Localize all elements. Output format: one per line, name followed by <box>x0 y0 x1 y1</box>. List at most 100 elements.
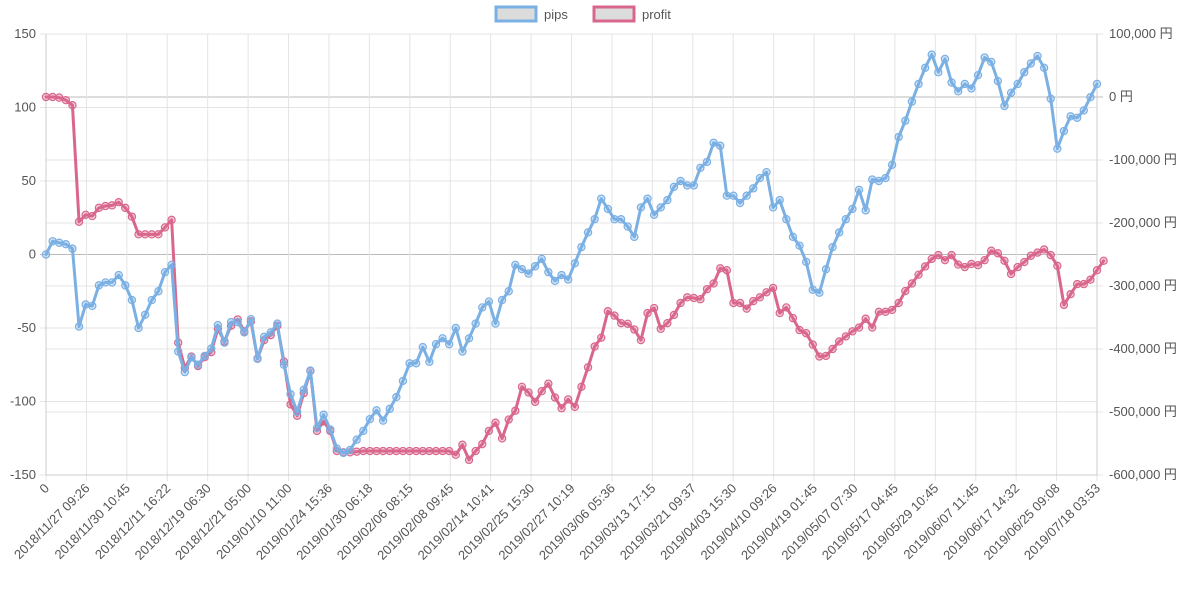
data-point-profit[interactable] <box>471 446 480 456</box>
data-point-profit[interactable] <box>907 279 917 288</box>
data-point-pips[interactable] <box>233 317 242 327</box>
legend-label-profit[interactable]: profit <box>642 7 671 22</box>
data-point-profit[interactable] <box>160 223 170 232</box>
data-point-profit[interactable] <box>676 298 685 308</box>
legend[interactable]: pips profit <box>494 5 671 23</box>
data-point-profit[interactable] <box>583 363 593 372</box>
data-point-profit[interactable] <box>167 215 176 225</box>
data-point-profit[interactable] <box>914 270 923 279</box>
data-point-pips[interactable] <box>742 191 751 200</box>
data-point-pips[interactable] <box>385 404 394 414</box>
data-point-pips[interactable] <box>868 175 877 184</box>
data-point-pips[interactable] <box>220 338 229 347</box>
data-point-pips[interactable] <box>570 259 580 268</box>
data-point-pips[interactable] <box>768 203 778 212</box>
data-point-pips[interactable] <box>1072 113 1082 122</box>
data-point-pips[interactable] <box>749 184 758 193</box>
data-point-profit[interactable] <box>577 382 586 391</box>
data-point-pips[interactable] <box>445 339 454 349</box>
data-point-profit[interactable] <box>749 296 758 306</box>
data-point-pips[interactable] <box>848 204 857 214</box>
data-point-pips[interactable] <box>200 351 209 361</box>
data-point-profit[interactable] <box>445 446 454 456</box>
data-point-pips[interactable] <box>147 295 156 305</box>
data-point-pips[interactable] <box>544 267 553 277</box>
data-point-pips[interactable] <box>649 210 659 220</box>
data-point-pips[interactable] <box>1086 93 1095 102</box>
data-point-profit[interactable] <box>993 249 1003 258</box>
data-point-pips[interactable] <box>808 285 817 294</box>
data-point-profit[interactable] <box>497 434 507 443</box>
data-point-profit[interactable] <box>868 323 877 332</box>
data-point-profit[interactable] <box>854 323 864 332</box>
data-point-pips[interactable] <box>517 265 527 274</box>
data-point-pips[interactable] <box>854 185 864 195</box>
data-point-profit[interactable] <box>590 342 599 351</box>
data-point-pips[interactable] <box>1079 106 1088 115</box>
data-point-pips[interactable] <box>1092 79 1102 89</box>
data-point-pips[interactable] <box>616 215 626 224</box>
data-point-pips[interactable] <box>431 339 441 349</box>
data-point-pips[interactable] <box>716 141 725 150</box>
data-point-pips[interactable] <box>259 332 269 342</box>
data-point-pips[interactable] <box>887 160 897 170</box>
data-point-pips[interactable] <box>74 322 84 331</box>
data-point-pips[interactable] <box>114 270 123 280</box>
data-point-profit[interactable] <box>81 210 90 220</box>
data-point-profit[interactable] <box>1020 257 1029 267</box>
data-point-profit[interactable] <box>980 255 989 265</box>
data-point-pips[interactable] <box>1020 68 1029 77</box>
data-point-pips[interactable] <box>597 194 606 203</box>
data-point-pips[interactable] <box>630 232 639 242</box>
data-point-pips[interactable] <box>88 301 97 311</box>
data-point-pips[interactable] <box>907 97 917 106</box>
data-point-pips[interactable] <box>530 262 540 271</box>
data-point-profit[interactable] <box>735 298 745 308</box>
data-point-pips[interactable] <box>292 407 302 416</box>
data-point-profit[interactable] <box>960 262 970 272</box>
data-point-pips[interactable] <box>306 366 315 375</box>
data-point-profit[interactable] <box>61 95 71 105</box>
data-point-pips[interactable] <box>339 448 348 458</box>
data-point-pips[interactable] <box>1059 126 1069 136</box>
data-point-profit[interactable] <box>610 311 619 320</box>
data-point-pips[interactable] <box>762 167 771 177</box>
data-point-pips[interactable] <box>663 195 672 205</box>
data-point-profit[interactable] <box>121 203 130 213</box>
data-point-pips[interactable] <box>352 435 361 444</box>
data-point-pips[interactable] <box>795 241 804 250</box>
data-point-profit[interactable] <box>934 250 943 260</box>
data-point-pips[interactable] <box>458 347 467 356</box>
data-point-profit[interactable] <box>841 332 851 341</box>
data-point-profit[interactable] <box>927 254 936 264</box>
data-point-pips[interactable] <box>987 57 996 67</box>
data-point-pips[interactable] <box>207 344 216 353</box>
data-point-pips[interactable] <box>94 281 104 290</box>
data-point-pips[interactable] <box>841 215 851 224</box>
data-point-profit[interactable] <box>154 230 163 239</box>
data-point-pips[interactable] <box>48 237 57 246</box>
data-point-pips[interactable] <box>187 353 196 362</box>
data-point-pips[interactable] <box>497 295 507 305</box>
data-point-pips[interactable] <box>253 354 262 364</box>
data-point-profit[interactable] <box>669 310 679 320</box>
data-point-pips[interactable] <box>583 228 593 237</box>
data-point-profit[interactable] <box>947 250 956 260</box>
data-point-pips[interactable] <box>940 54 950 64</box>
data-point-pips[interactable] <box>81 300 90 309</box>
data-point-pips[interactable] <box>815 288 824 297</box>
data-point-pips[interactable] <box>914 79 923 89</box>
data-point-profit[interactable] <box>788 313 798 323</box>
data-point-pips[interactable] <box>709 138 718 147</box>
data-point-profit[interactable] <box>762 288 771 297</box>
data-point-pips[interactable] <box>41 250 51 259</box>
data-point-pips[interactable] <box>1046 94 1055 103</box>
data-point-pips[interactable] <box>312 423 322 433</box>
data-point-pips[interactable] <box>643 194 652 203</box>
data-point-profit[interactable] <box>1066 289 1075 299</box>
data-point-pips[interactable] <box>1066 112 1075 121</box>
data-point-pips[interactable] <box>345 445 355 455</box>
data-point-profit[interactable] <box>887 305 897 315</box>
data-point-profit[interactable] <box>920 262 930 271</box>
data-point-profit[interactable] <box>484 426 494 436</box>
